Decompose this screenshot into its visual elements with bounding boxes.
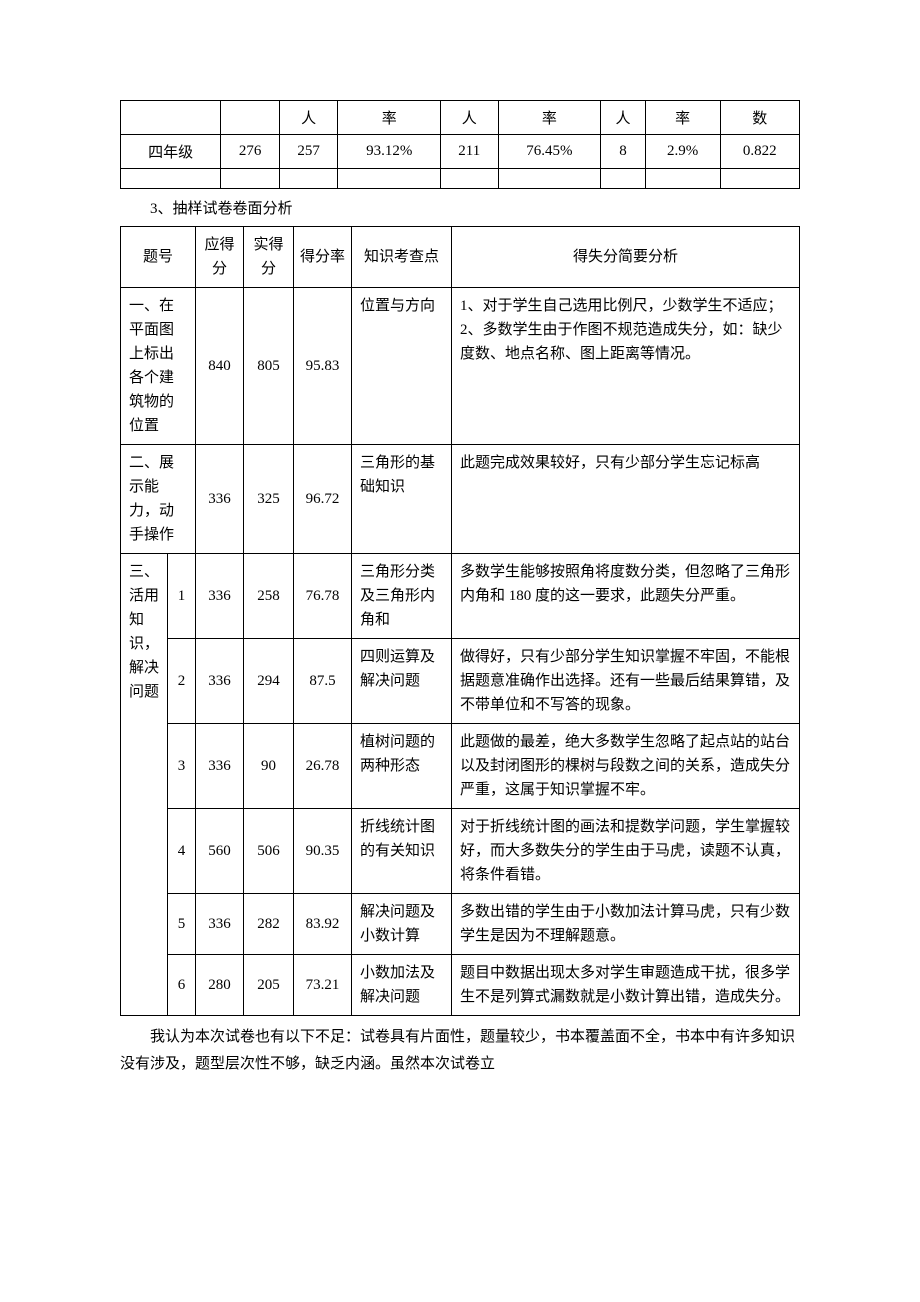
data-cell: 四年级 (121, 135, 221, 169)
cell-shide: 506 (244, 809, 294, 894)
table-row-empty (121, 169, 800, 189)
header-cell (121, 101, 221, 135)
header-cell (221, 101, 280, 135)
cell-yingde: 840 (196, 288, 244, 445)
cell-tihao: 二、展示能力，动手操作 (121, 445, 196, 554)
cell-yingde: 560 (196, 809, 244, 894)
table-row: 四年级 276 257 93.12% 211 76.45% 8 2.9% 0.8… (121, 135, 800, 169)
cell-rate: 76.78 (294, 554, 352, 639)
table-row: 5 336 282 83.92 解决问题及小数计算 多数出错的学生由于小数加法计… (121, 894, 800, 955)
header-tihao: 题号 (121, 227, 196, 288)
cell-shide: 258 (244, 554, 294, 639)
header-cell: 率 (498, 101, 601, 135)
data-cell: 276 (221, 135, 280, 169)
cell-rate: 73.21 (294, 955, 352, 1016)
cell-sub: 3 (168, 724, 196, 809)
header-cell: 人 (279, 101, 338, 135)
header-cell: 人 (441, 101, 499, 135)
header-cell: 率 (645, 101, 720, 135)
cell-rate: 90.35 (294, 809, 352, 894)
cell-fenxi: 此题完成效果较好，只有少部分学生忘记标高 (452, 445, 800, 554)
cell-rate: 95.83 (294, 288, 352, 445)
cell-shide: 90 (244, 724, 294, 809)
data-cell: 257 (279, 135, 338, 169)
cell-shide: 805 (244, 288, 294, 445)
cell-shide: 205 (244, 955, 294, 1016)
cell-rate: 26.78 (294, 724, 352, 809)
cell-zhishi: 小数加法及解决问题 (352, 955, 452, 1016)
cell-sub: 2 (168, 639, 196, 724)
table-row: 3 336 90 26.78 植树问题的两种形态 此题做的最差，绝大多数学生忽略… (121, 724, 800, 809)
cell-rate: 83.92 (294, 894, 352, 955)
table-row: 三、活用知识，解决问题 1 336 258 76.78 三角形分类及三角形内角和… (121, 554, 800, 639)
table-row: 4 560 506 90.35 折线统计图的有关知识 对于折线统计图的画法和提数… (121, 809, 800, 894)
table-header-row: 题号 应得分 实得分 得分率 知识考查点 得失分简要分析 (121, 227, 800, 288)
data-cell: 211 (441, 135, 499, 169)
table-header-row: 人 率 人 率 人 率 数 (121, 101, 800, 135)
cell-zhishi: 位置与方向 (352, 288, 452, 445)
cell-zhishi: 解决问题及小数计算 (352, 894, 452, 955)
cell-fenxi: 题目中数据出现太多对学生审题造成干扰，很多学生不是列算式漏数就是小数计算出错，造… (452, 955, 800, 1016)
table-row: 2 336 294 87.5 四则运算及解决问题 做得好，只有少部分学生知识掌握… (121, 639, 800, 724)
cell-yingde: 336 (196, 724, 244, 809)
cell-yingde: 336 (196, 894, 244, 955)
cell-fenxi: 1、对于学生自己选用比例尺，少数学生不适应； 2、多数学生由于作图不规范造成失分… (452, 288, 800, 445)
header-zhishi: 知识考查点 (352, 227, 452, 288)
cell-fenxi: 对于折线统计图的画法和提数学问题，学生掌握较好，而大多数失分的学生由于马虎，读题… (452, 809, 800, 894)
cell-shide: 294 (244, 639, 294, 724)
header-rate: 得分率 (294, 227, 352, 288)
cell-fenxi: 做得好，只有少部分学生知识掌握不牢固，不能根据题意准确作出选择。还有一些最后结果… (452, 639, 800, 724)
cell-fenxi: 此题做的最差，绝大多数学生忽略了起点站的站台以及封闭图形的棵树与段数之间的关系，… (452, 724, 800, 809)
cell-fenxi: 多数出错的学生由于小数加法计算马虎，只有少数学生是因为不理解题意。 (452, 894, 800, 955)
cell-sub: 4 (168, 809, 196, 894)
cell-fenxi: 多数学生能够按照角将度数分类，但忽略了三角形内角和 180 度的这一要求，此题失… (452, 554, 800, 639)
data-cell: 93.12% (338, 135, 441, 169)
cell-yingde: 280 (196, 955, 244, 1016)
table-row: 6 280 205 73.21 小数加法及解决问题 题目中数据出现太多对学生审题… (121, 955, 800, 1016)
cell-sub: 5 (168, 894, 196, 955)
cell-shide: 325 (244, 445, 294, 554)
header-fenxi: 得失分简要分析 (452, 227, 800, 288)
cell-tihao: 一、在平面图上标出各个建筑物的位置 (121, 288, 196, 445)
cell-yingde: 336 (196, 639, 244, 724)
cell-zhishi: 四则运算及解决问题 (352, 639, 452, 724)
analysis-table: 题号 应得分 实得分 得分率 知识考查点 得失分简要分析 一、在平面图上标出各个… (120, 226, 800, 1016)
header-shide: 实得分 (244, 227, 294, 288)
data-cell: 8 (601, 135, 646, 169)
cell-sub: 1 (168, 554, 196, 639)
body-paragraph: 我认为本次试卷也有以下不足：试卷具有片面性，题量较少，书本覆盖面不全，书本中有许… (120, 1024, 800, 1078)
cell-yingde: 336 (196, 445, 244, 554)
header-cell: 率 (338, 101, 441, 135)
cell-shide: 282 (244, 894, 294, 955)
cell-zhishi: 折线统计图的有关知识 (352, 809, 452, 894)
cell-group-label: 三、活用知识，解决问题 (121, 554, 168, 1016)
cell-zhishi: 三角形分类及三角形内角和 (352, 554, 452, 639)
cell-zhishi: 植树问题的两种形态 (352, 724, 452, 809)
cell-rate: 96.72 (294, 445, 352, 554)
header-cell: 人 (601, 101, 646, 135)
cell-yingde: 336 (196, 554, 244, 639)
table-row: 一、在平面图上标出各个建筑物的位置 840 805 95.83 位置与方向 1、… (121, 288, 800, 445)
header-yingde: 应得分 (196, 227, 244, 288)
summary-table: 人 率 人 率 人 率 数 四年级 276 257 93.12% 211 76.… (120, 100, 800, 189)
header-cell: 数 (720, 101, 799, 135)
cell-sub: 6 (168, 955, 196, 1016)
table-row: 二、展示能力，动手操作 336 325 96.72 三角形的基础知识 此题完成效… (121, 445, 800, 554)
cell-rate: 87.5 (294, 639, 352, 724)
section-heading: 3、抽样试卷卷面分析 (120, 197, 800, 218)
data-cell: 2.9% (645, 135, 720, 169)
data-cell: 0.822 (720, 135, 799, 169)
cell-zhishi: 三角形的基础知识 (352, 445, 452, 554)
data-cell: 76.45% (498, 135, 601, 169)
